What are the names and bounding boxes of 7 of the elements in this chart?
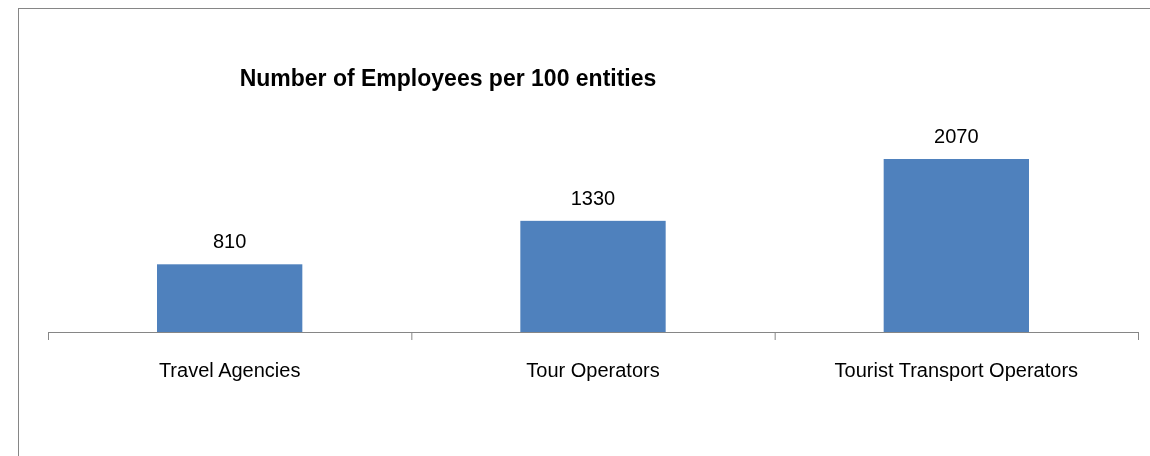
data-label: 2070: [934, 125, 979, 147]
data-label: 810: [212, 230, 247, 253]
data-label: 1330: [570, 186, 616, 209]
x-tick-label: Tourist Transport Operators: [834, 359, 1079, 381]
chart-title: Number of Employees per 100 entities: [239, 65, 657, 91]
x-tick-label: Travel Agencies: [158, 359, 301, 381]
x-tick-label: Tour Operators: [526, 359, 660, 381]
